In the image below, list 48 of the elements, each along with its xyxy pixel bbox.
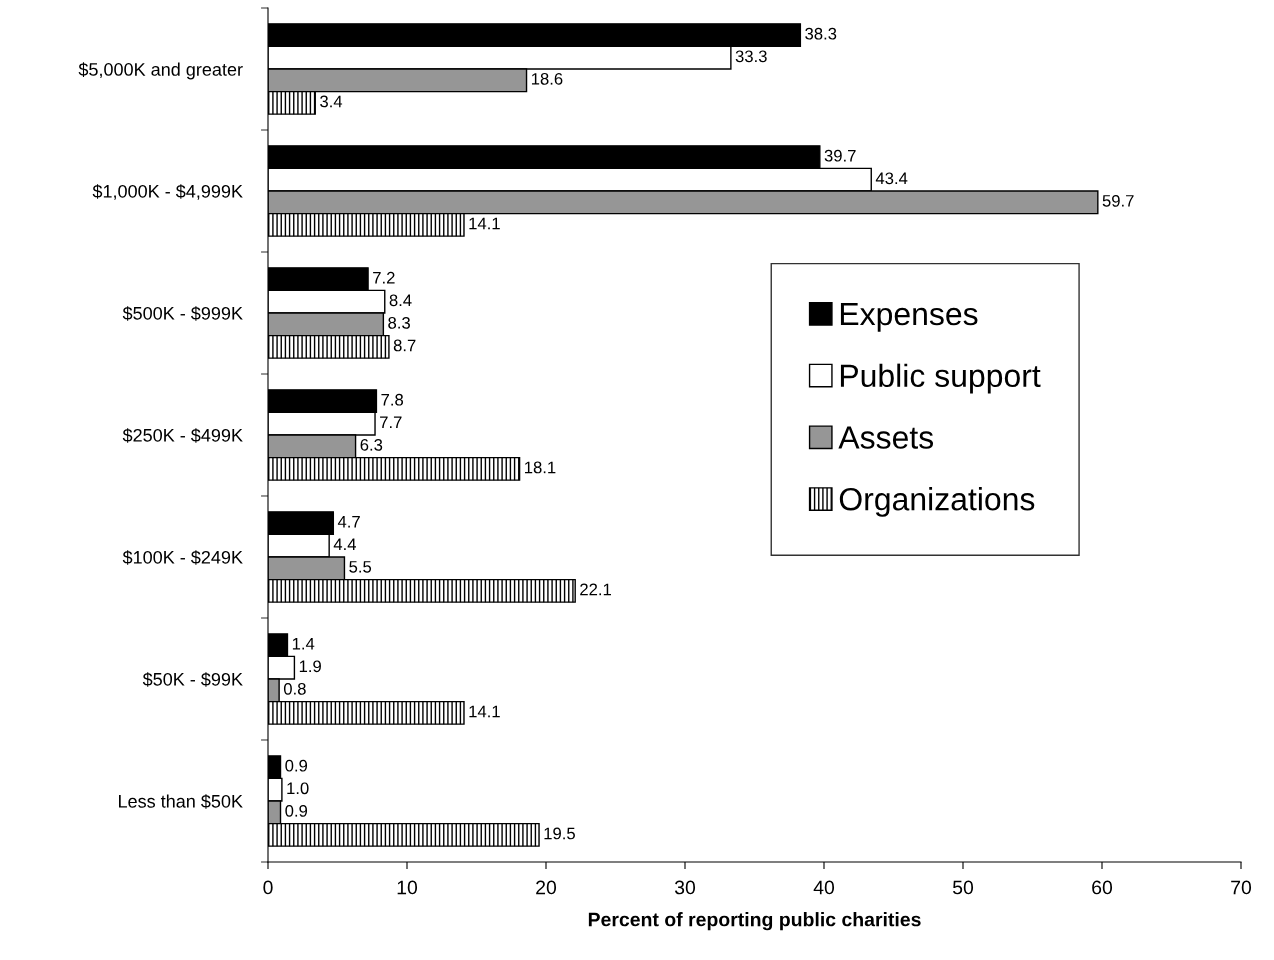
data-label: 7.7: [380, 416, 402, 429]
data-label: 0.8: [283, 682, 306, 695]
data-label: 8.4: [389, 294, 412, 307]
y-tick-label: $500K - $999K: [122, 306, 243, 321]
y-tick-label: $250K - $499K: [122, 428, 243, 443]
data-label: 7.2: [373, 271, 395, 284]
data-label: 8.7: [393, 339, 416, 352]
x-tick-label: 60: [1092, 880, 1113, 895]
x-tick-label: 30: [674, 880, 696, 895]
data-label: 39.7: [824, 149, 856, 162]
data-label: 59.7: [1102, 194, 1134, 207]
x-tick-label: 0: [263, 880, 273, 895]
legend-label: Assets: [838, 426, 934, 449]
x-tick-label: 70: [1231, 880, 1252, 895]
data-label: 33.3: [735, 50, 767, 63]
data-label: 43.4: [875, 172, 908, 185]
data-label: 3.4: [320, 95, 343, 108]
legend-label: Expenses: [840, 303, 978, 332]
x-tick-label: 40: [813, 880, 835, 895]
data-label: 1.0: [287, 782, 309, 795]
data-label: 14.1: [469, 705, 500, 718]
data-label: 38.3: [805, 27, 837, 40]
data-label: 1.9: [299, 660, 321, 673]
data-label: 0.9: [285, 804, 308, 817]
y-tick-label: $100K - $249K: [122, 550, 243, 565]
legend-label: Public support: [840, 363, 1041, 394]
data-label: 7.8: [381, 393, 404, 406]
data-label: 18.1: [525, 461, 556, 474]
x-tick-label: 50: [952, 880, 974, 895]
data-label: 5.5: [349, 561, 372, 573]
y-tick-label: Less than $50K: [119, 794, 243, 809]
data-label: 18.6: [531, 72, 563, 85]
legend-label: Organizations: [839, 487, 1035, 517]
data-label: 4.7: [337, 515, 360, 528]
data-label: 19.5: [544, 827, 575, 840]
x-tick-label: 20: [536, 880, 557, 895]
y-tick-label: $50K - $99K: [142, 672, 243, 687]
x-tick-label: 10: [397, 880, 418, 895]
y-tick-label: $5,000K and greater: [78, 62, 243, 80]
data-label: 14.1: [469, 217, 500, 230]
data-label: 22.1: [580, 583, 611, 596]
x-axis-title: Percent of reporting public charities: [588, 912, 921, 931]
data-label: 6.3: [360, 438, 383, 451]
data-label: 4.4: [333, 538, 357, 551]
data-label: 0.9: [285, 759, 308, 772]
data-label: 8.3: [388, 316, 410, 329]
y-tick-label: $1,000K - $4,999K: [92, 184, 243, 200]
data-label: 1.4: [292, 637, 315, 650]
